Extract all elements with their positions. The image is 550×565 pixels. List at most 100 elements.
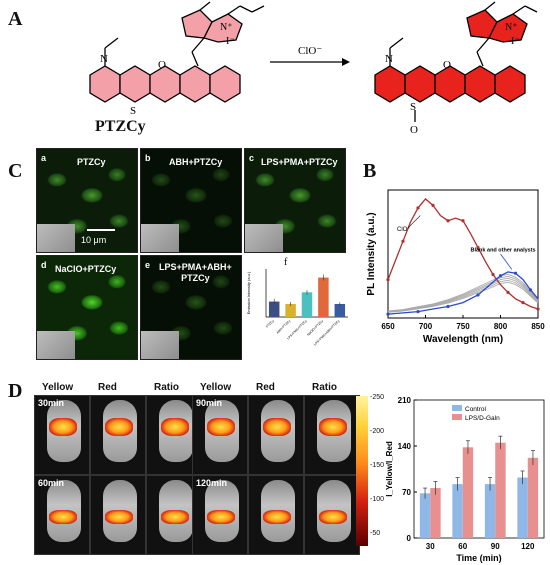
reagent-label: ClO⁻	[298, 45, 322, 57]
brightfield-inset	[141, 331, 179, 359]
colorbar-tick-label: -250	[370, 394, 385, 401]
b-series-point	[446, 304, 450, 309]
micrograph-letter: a	[41, 153, 47, 163]
liver-signal	[207, 418, 235, 436]
micrograph-label: PTZCy	[77, 157, 106, 167]
mouse-image: 90min	[192, 395, 248, 475]
mouse-image	[304, 475, 360, 555]
b-other-analyte-line	[387, 277, 539, 313]
b-x-tick-label: 700	[419, 322, 433, 331]
image-column-header: Red	[256, 382, 275, 393]
image-column-header: Ratio	[312, 382, 337, 393]
colorbar-tick-label: -50	[370, 530, 381, 537]
d-legend-label: LPS/D-Galn	[465, 415, 500, 422]
colorbar-tick-label: -200	[370, 428, 385, 435]
d-bar	[484, 484, 496, 538]
f-panel-letter: f	[284, 257, 288, 268]
mouse-image	[304, 395, 360, 475]
panel-label-b: B	[363, 160, 377, 182]
liver-signal	[319, 418, 347, 436]
f-tick-label: PTZCy	[265, 319, 275, 329]
d-x-tick-label: 60	[458, 542, 467, 551]
liver-signal	[105, 418, 133, 436]
d-plot-frame	[413, 399, 545, 539]
d-bar	[462, 447, 474, 538]
liver-signal	[161, 418, 189, 436]
d-bar	[430, 488, 441, 538]
b-series-point	[386, 278, 390, 282]
mouse-image	[90, 475, 146, 555]
b-annotation-clo: ClO⁻	[397, 227, 411, 233]
micrograph-c: c LPS+PMA+PTZCy	[244, 148, 346, 253]
panel-label-d: D	[8, 380, 23, 402]
time-label: 30min	[38, 398, 65, 408]
panel-label-a: A	[8, 8, 23, 30]
micrograph-letter: b	[145, 153, 151, 163]
b-annotation-arrow	[500, 253, 513, 270]
scale-bar	[87, 229, 115, 231]
brightfield-inset	[37, 331, 75, 359]
micrograph-b: b ABH+PTZCy	[140, 148, 242, 253]
svg-text:S: S	[410, 101, 416, 113]
b-series-point	[461, 219, 465, 223]
colorbar	[356, 396, 368, 546]
b-other-analyte-line	[387, 275, 539, 312]
mouse-image: 60min	[34, 475, 90, 555]
ptzcy-structure	[89, 9, 243, 103]
mouse-image	[248, 395, 304, 475]
b-series-point	[521, 301, 525, 305]
liver-signal	[207, 510, 235, 524]
d-legend-label: Control	[465, 406, 487, 413]
d-y-label: I_Yellow/I_Red	[385, 441, 394, 497]
image-column-header: Yellow	[200, 382, 232, 393]
b-y-label: PL Intensity (a.u.)	[366, 212, 377, 295]
d-x-tick-label: 120	[521, 542, 535, 551]
svg-text:N: N	[100, 53, 108, 65]
b-series-point	[506, 290, 510, 294]
svg-text:I⁻: I⁻	[511, 36, 520, 47]
f-bar	[334, 303, 346, 317]
b-annotation-blank: Blank and other analysts	[471, 247, 536, 253]
b-other-analyte-line	[387, 281, 539, 313]
svg-text:N: N	[385, 53, 393, 65]
micrograph-label: NaClO+PTZCy	[55, 264, 117, 274]
time-label: 60min	[38, 478, 65, 488]
b-x-tick-label: 750	[456, 322, 470, 331]
b-clo-series-line	[387, 198, 539, 310]
d-x-tick-label: 90	[491, 542, 500, 551]
panel-label-c: C	[8, 160, 23, 182]
liver-signal	[105, 510, 133, 524]
f-y-label: Emission Intensity (a.u.)	[246, 271, 251, 314]
mouse-image: 120min	[192, 475, 248, 555]
d-x-label: Time (min)	[456, 553, 501, 563]
liver-signal	[49, 510, 77, 524]
b-x-tick-label: 800	[494, 322, 508, 331]
image-column-header: Ratio	[154, 382, 179, 393]
panel-a-scheme: N O S N⁺ I⁻ ClO⁻ N O S O N⁺ I⁻	[89, 1, 538, 136]
b-series-point	[446, 219, 450, 223]
brightfield-inset	[245, 224, 283, 252]
micrograph-label: ABH+PTZCy	[169, 157, 223, 167]
d-y-tick-label: 0	[407, 534, 412, 543]
b-series-point	[528, 288, 533, 292]
time-label: 120min	[196, 478, 228, 488]
chart-d: 0 70 140 210 I_Yellow/I_Red 30 60 90 120 Time (mi…	[385, 396, 545, 563]
b-series-point	[498, 274, 503, 278]
d-legend-swatch	[452, 405, 462, 411]
f-bar	[285, 303, 296, 317]
svg-text:O: O	[158, 59, 166, 71]
image-column-header: Yellow	[42, 382, 74, 393]
svg-text:S: S	[130, 105, 136, 117]
micrograph-d: d NaClO+PTZCy	[36, 255, 138, 360]
f-bar	[268, 301, 280, 317]
mouse-image: 30min	[34, 395, 90, 475]
b-series-point	[416, 310, 420, 314]
b-series-point	[386, 312, 390, 316]
b-x-tick-label: 650	[381, 322, 395, 331]
chart-b: 650 700 750 800 850 Wavelength (nm) PL Intensi…	[366, 189, 545, 345]
b-x-tick-label: 850	[531, 322, 545, 331]
liver-signal	[319, 510, 347, 524]
colorbar-tick-label: -100	[370, 496, 385, 503]
image-column-header: Red	[98, 382, 117, 393]
